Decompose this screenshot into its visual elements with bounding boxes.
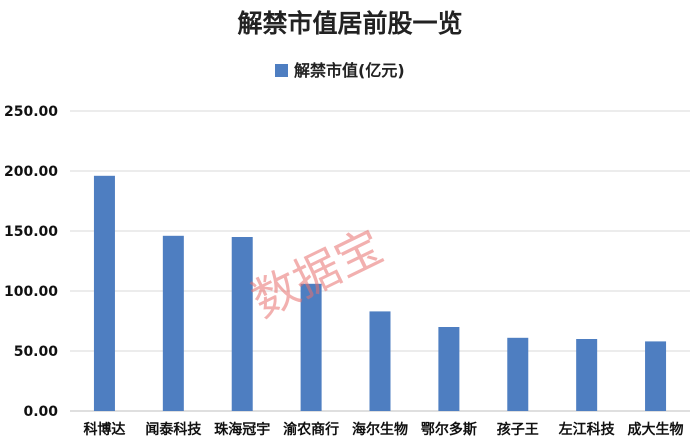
legend: 解禁市值(亿元) [275,61,405,80]
y-axis-ticks: 0.00 50.00 100.00 150.00 200.00 250.00 [4,104,58,420]
y-tick-label: 150.00 [4,224,58,240]
x-category-label: 左江科技 [558,421,616,438]
x-category-label: 鄂尔多斯 [421,421,477,438]
x-axis-labels: 科博达 闻泰科技 珠海冠宇 渝农商行 海尔生物 鄂尔多斯 孩子王 左江科技 成大生物 [83,421,683,438]
bar [645,341,667,411]
legend-label: 解禁市值(亿元) [294,61,405,80]
bar [300,283,322,411]
bars [93,175,667,411]
bar [93,175,115,411]
x-category-label: 孩子王 [497,421,539,438]
bar [231,237,253,411]
bar [576,339,598,411]
bar [162,235,184,411]
legend-swatch [275,64,288,77]
y-tick-label: 0.00 [23,404,58,420]
y-tick-label: 250.00 [4,104,58,120]
x-category-label: 海尔生物 [352,421,408,438]
chart-title: 解禁市值居前股一览 [237,9,462,38]
bar [507,337,529,411]
y-tick-label: 100.00 [4,284,58,300]
bar [438,327,460,411]
x-category-label: 渝农商行 [283,421,339,438]
x-category-label: 珠海冠宇 [214,421,270,438]
x-category-label: 闻泰科技 [145,421,202,438]
y-tick-label: 50.00 [14,344,59,360]
x-category-label: 成大生物 [628,421,684,438]
x-category-label: 科博达 [83,421,125,438]
bar [369,311,391,411]
y-tick-label: 200.00 [4,164,58,180]
